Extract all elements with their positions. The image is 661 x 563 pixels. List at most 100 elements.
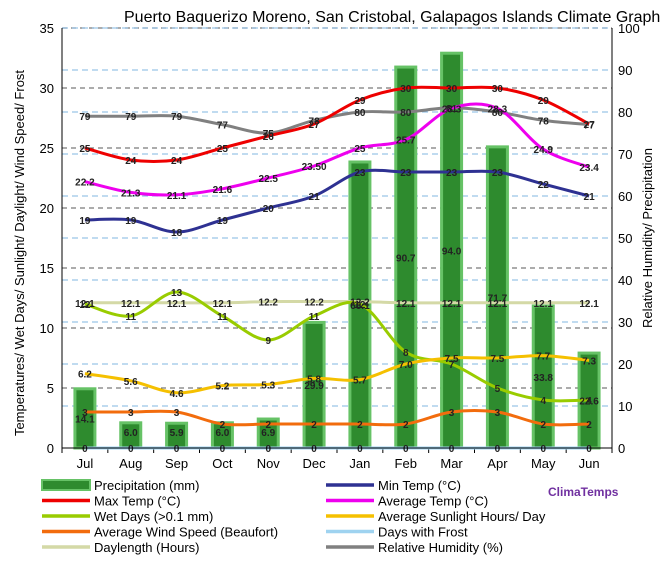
right-axis-tick-label: 90: [618, 63, 632, 78]
data-label-days-with-frost: 0: [540, 444, 546, 455]
data-label-days-with-frost: 0: [174, 444, 180, 455]
right-axis-tick-label: 100: [618, 21, 640, 36]
x-axis-tick-label: Jan: [349, 456, 370, 471]
data-label-average-wind-speed-beaufort: 2: [220, 420, 226, 431]
data-label-days-with-frost: 0: [449, 444, 455, 455]
data-label-wet-days-0-1-mm: 12: [354, 300, 366, 311]
data-label-days-with-frost: 0: [311, 444, 317, 455]
legend-label: Average Temp (°C): [378, 494, 488, 509]
data-label-relative-humidity: 79: [79, 112, 91, 123]
data-label-min-temp-c: 20: [263, 204, 275, 215]
data-label-average-wind-speed-beaufort: 2: [403, 420, 409, 431]
data-label-relative-humidity: 78: [309, 116, 321, 127]
data-label-wet-days-0-1-mm: 11: [309, 312, 320, 323]
data-label-average-temp-c: 21.1: [167, 191, 187, 202]
data-label-average-wind-speed-beaufort: 3: [495, 408, 501, 419]
data-label-average-sunlight-hours-day: 5.2: [215, 382, 229, 393]
left-axis-tick-label: 20: [40, 201, 54, 216]
x-axis-tick-label: May: [531, 456, 556, 471]
right-axis-tick-label: 40: [618, 273, 632, 288]
series-line-max-temp-c: [84, 85, 590, 163]
data-label-average-wind-speed-beaufort: 3: [128, 408, 134, 419]
data-label-max-temp-c: 26: [263, 132, 275, 143]
x-axis-tick-label: Apr: [487, 456, 508, 471]
data-label-days-with-frost: 0: [495, 444, 501, 455]
data-label-daylength-hours: 12.2: [304, 298, 324, 309]
precipitation-data-label: 14.1: [75, 414, 95, 425]
legend-label: Max Temp (°C): [94, 494, 181, 509]
legend-label: Relative Humidity (%): [378, 540, 503, 555]
data-label-daylength-hours: 12.1: [121, 299, 141, 310]
precipitation-data-label: 68.1: [350, 301, 370, 312]
data-label-relative-humidity: 80: [400, 108, 412, 119]
series-line-relative-humidity: [84, 106, 590, 135]
data-label-daylength-hours: 12.1: [579, 299, 599, 310]
data-label-average-wind-speed-beaufort: 2: [265, 420, 271, 431]
data-label-average-sunlight-hours-day: 6.2: [78, 370, 92, 381]
left-axis-tick-label: 0: [47, 441, 54, 456]
data-label-relative-humidity: 75: [263, 129, 275, 140]
data-label-average-temp-c: 28.3: [442, 104, 462, 115]
x-axis-tick-label: Mar: [440, 456, 463, 471]
precipitation-data-label: 6.9: [261, 428, 275, 439]
data-label-relative-humidity: 79: [171, 112, 183, 123]
data-label-min-temp-c: 21: [309, 192, 321, 203]
data-label-max-temp-c: 27: [584, 120, 596, 131]
series-line-average-wind-speed-beaufort: [84, 409, 590, 427]
data-label-average-sunlight-hours-day: 7.7: [536, 352, 550, 363]
data-label-wet-days-0-1-mm: 13: [171, 288, 183, 299]
data-label-wet-days-0-1-mm: 8: [403, 348, 409, 359]
data-label-wet-days-0-1-mm: 7: [449, 360, 455, 371]
data-label-average-wind-speed-beaufort: 3: [82, 408, 88, 419]
data-label-days-with-frost: 0: [220, 444, 226, 455]
precipitation-data-label: 5.9: [170, 428, 184, 439]
right-axis-tick-label: 0: [618, 441, 625, 456]
chart-title: Puerto Baquerizo Moreno, San Cristobal, …: [124, 9, 660, 26]
data-label-min-temp-c: 23: [400, 168, 412, 179]
right-axis-tick-label: 60: [618, 189, 632, 204]
right-axis-tick-label: 20: [618, 357, 632, 372]
data-label-max-temp-c: 29: [538, 96, 550, 107]
data-label-average-sunlight-hours-day: 7.3: [582, 356, 596, 367]
data-label-average-wind-speed-beaufort: 2: [311, 420, 317, 431]
precipitation-data-label: 71.7: [488, 293, 508, 304]
data-label-wet-days-0-1-mm: 12: [79, 300, 91, 311]
brand-label: ClimaTemps: [548, 485, 619, 499]
data-label-relative-humidity: 78: [538, 116, 550, 127]
series-line-average-sunlight-hours-day: [84, 354, 590, 395]
data-label-max-temp-c: 24: [171, 156, 183, 167]
data-label-average-wind-speed-beaufort: 2: [357, 420, 363, 431]
data-label-relative-humidity: 79: [125, 112, 137, 123]
precipitation-data-label: 22.6: [579, 397, 599, 408]
data-label-daylength-hours: 12.1: [442, 299, 462, 310]
precipitation-data-label: 29.9: [304, 381, 324, 392]
legend-label: Precipitation (mm): [94, 478, 199, 493]
data-label-daylength-hours: 12.2: [259, 298, 279, 309]
data-label-wet-days-0-1-mm: 5: [495, 384, 501, 395]
data-label-min-temp-c: 21: [584, 192, 596, 203]
legend-label: Daylength (Hours): [94, 540, 200, 555]
data-label-wet-days-0-1-mm: 11: [125, 312, 136, 323]
x-axis-tick-label: Oct: [212, 456, 233, 471]
data-label-average-sunlight-hours-day: 7.5: [445, 354, 459, 365]
x-axis-tick-label: Dec: [303, 456, 327, 471]
data-label-relative-humidity: 80: [354, 108, 366, 119]
legend-label: Average Wind Speed (Beaufort): [94, 525, 278, 540]
data-label-min-temp-c: 22: [538, 180, 550, 191]
data-label-average-temp-c: 21.6: [213, 185, 233, 196]
data-label-average-sunlight-hours-day: 7.0: [399, 360, 413, 371]
data-label-average-temp-c: 23.50: [302, 162, 327, 173]
data-label-wet-days-0-1-mm: 4: [540, 396, 546, 407]
data-label-relative-humidity: 81: [446, 104, 458, 115]
data-label-days-with-frost: 0: [586, 444, 592, 455]
right-axis-tick-label: 50: [618, 231, 632, 246]
precipitation-data-label: 6.0: [124, 428, 138, 439]
data-label-average-sunlight-hours-day: 5.6: [124, 377, 138, 388]
left-axis-tick-label: 35: [40, 21, 54, 36]
data-label-average-wind-speed-beaufort: 2: [586, 420, 592, 431]
data-label-relative-humidity: 77: [584, 121, 596, 132]
data-label-min-temp-c: 23: [446, 168, 458, 179]
data-label-max-temp-c: 27: [309, 120, 321, 131]
